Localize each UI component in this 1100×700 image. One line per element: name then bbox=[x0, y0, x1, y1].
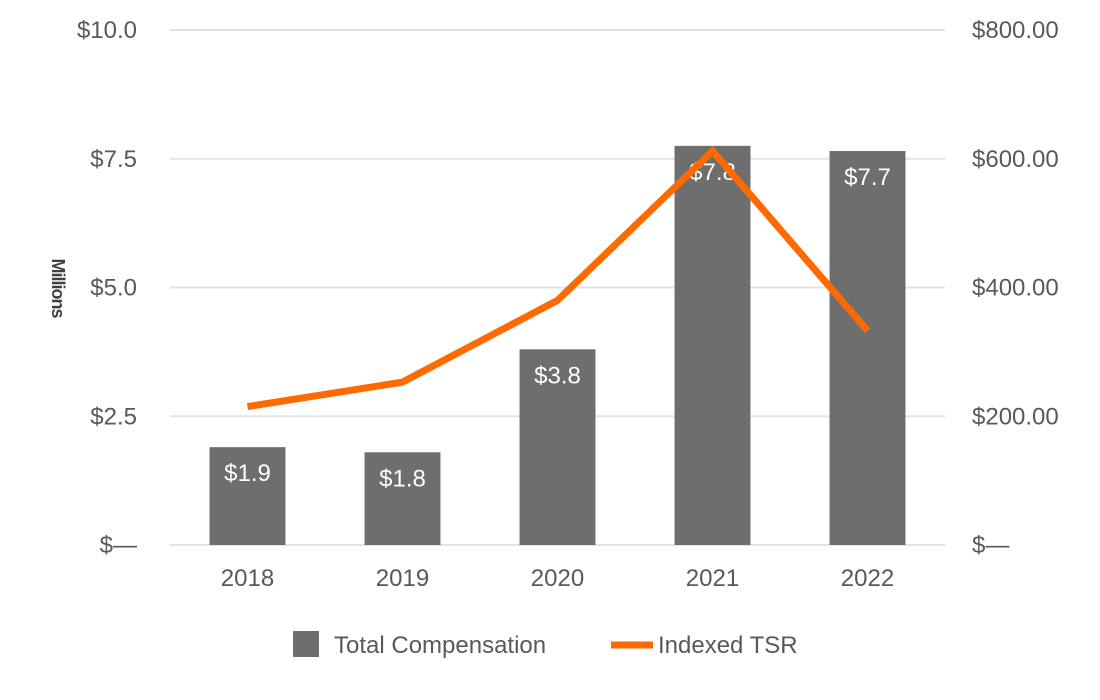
x-axis-ticks: 2018 2019 2020 2021 2022 bbox=[221, 565, 894, 592]
x-tick-label-2020: 2020 bbox=[531, 565, 584, 592]
legend-label-indexed-tsr: Indexed TSR bbox=[658, 632, 798, 659]
left-axis-ticks: $— $2.5 $5.0 $7.5 $10.0 bbox=[77, 17, 137, 559]
left-tick-label-4: $10.0 bbox=[77, 17, 137, 44]
right-tick-label-4: $800.00 bbox=[972, 17, 1059, 44]
bar-data-labels: $1.9 $1.8$3.8$7.8 $7.7 bbox=[224, 159, 891, 492]
bar-label-2019: $1.8 bbox=[379, 465, 426, 492]
bar-label-2020: $3.8 bbox=[534, 362, 581, 389]
x-tick-label-2019: 2019 bbox=[376, 565, 429, 592]
y-axis-label: Millions bbox=[48, 259, 68, 319]
right-tick-label-2: $400.00 bbox=[972, 275, 1059, 302]
x-tick-label-2021: 2021 bbox=[686, 565, 739, 592]
legend-label-total-compensation: Total Compensation bbox=[334, 632, 546, 659]
left-tick-label-2: $5.0 bbox=[90, 275, 137, 302]
bar-label-2018: $1.9 bbox=[224, 460, 271, 487]
x-tick-label-2022: 2022 bbox=[841, 565, 894, 592]
left-tick-label-1: $2.5 bbox=[90, 403, 137, 430]
legend-swatch-total-compensation bbox=[293, 631, 319, 657]
left-tick-label-0: $— bbox=[100, 532, 137, 559]
right-tick-label-1: $200.00 bbox=[972, 403, 1059, 430]
gridlines bbox=[170, 29, 945, 546]
bar-2022 bbox=[829, 151, 906, 545]
line-series-indexed-tsr bbox=[246, 145, 871, 411]
bar-2020 bbox=[519, 349, 596, 545]
x-tick-label-2018: 2018 bbox=[221, 565, 274, 592]
legend: Total Compensation Indexed TSR bbox=[293, 631, 798, 659]
bar-2019 bbox=[364, 452, 441, 545]
bar-2018 bbox=[209, 447, 286, 545]
bar-series-total-compensation bbox=[209, 145, 906, 545]
left-tick-label-3: $7.5 bbox=[90, 146, 137, 173]
right-axis-ticks: $— $200.00 $400.00 $600.00 $800.00 bbox=[972, 17, 1059, 559]
right-tick-label-0: $— bbox=[972, 532, 1009, 559]
right-tick-label-3: $600.00 bbox=[972, 146, 1059, 173]
bar-label-2022: $7.7 bbox=[844, 164, 891, 191]
bar-2021 bbox=[674, 145, 751, 545]
